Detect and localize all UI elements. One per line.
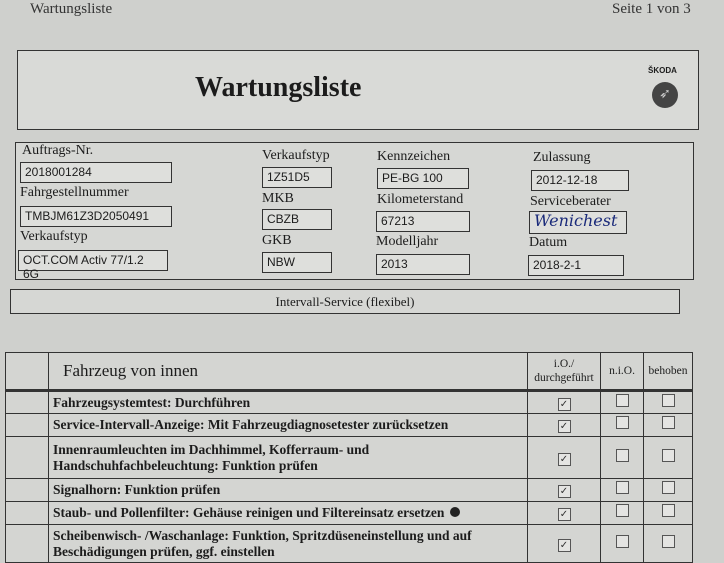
checkbox-io[interactable]: ✓ xyxy=(557,485,571,498)
checkbox-behoben[interactable] xyxy=(661,416,675,429)
fahrgestell-field: TMBJM61Z3D2050491 xyxy=(20,206,172,227)
checkbox-behoben[interactable] xyxy=(661,504,675,517)
table-row: Staub- und Pollenfilter: Gehäuse reinige… xyxy=(5,501,693,525)
zulassung-field: 2012-12-18 xyxy=(531,170,629,191)
row-text: Staub- und Pollenfilter: Gehäuse reinige… xyxy=(53,505,445,520)
checkbox-behoben[interactable] xyxy=(661,481,675,494)
table-row: Signalhorn: Funktion prüfen ✓ xyxy=(5,478,693,502)
checkbox-io[interactable]: ✓ xyxy=(557,538,571,552)
table-row: Fahrzeugsystemtest: Durchführen ✓ xyxy=(5,390,693,414)
checkbox-nio[interactable] xyxy=(615,416,629,429)
row-text: Signalhorn: Funktion prüfen xyxy=(53,482,221,497)
page-title: Wartungsliste xyxy=(195,72,362,103)
row-text: Fahrzeugsystemtest: Durchführen xyxy=(53,394,251,410)
row-text: Innenraumleuchten im Dachhimmel, Kofferr… xyxy=(53,441,370,473)
auftrag-label: Auftrags-Nr. xyxy=(22,143,94,158)
berater-signature: Wenichest xyxy=(529,211,627,234)
checkbox-behoben[interactable] xyxy=(661,393,675,407)
datum-label: Datum xyxy=(529,235,568,250)
checklist-table: Fahrzeug von innen i.O./ durchgeführt n.… xyxy=(5,352,693,563)
modelljahr-label: Modelljahr xyxy=(376,234,439,249)
col-behoben: behoben xyxy=(643,352,693,391)
section-title: Fahrzeug von innen xyxy=(48,352,528,391)
title-box xyxy=(17,50,699,130)
checkbox-behoben[interactable] xyxy=(661,534,675,548)
checkbox-nio[interactable] xyxy=(615,393,629,407)
checkbox-io[interactable]: ✓ xyxy=(557,508,571,521)
row-text: Service-Intervall-Anzeige: Mit Fahrzeugd… xyxy=(53,417,449,432)
checkbox-io[interactable]: ✓ xyxy=(557,420,571,433)
verkaufstyp2-field: 1Z51D5 xyxy=(262,167,332,188)
km-field: 67213 xyxy=(376,211,470,232)
checkbox-nio[interactable] xyxy=(615,504,629,517)
row-text: Scheibenwisch- /Waschanlage: Funktion, S… xyxy=(53,527,472,559)
table-row: Service-Intervall-Anzeige: Mit Fahrzeugd… xyxy=(5,413,693,437)
zulassung-label: Zulassung xyxy=(533,150,591,165)
table-row: Innenraumleuchten im Dachhimmel, Kofferr… xyxy=(5,436,693,479)
checkbox-nio[interactable] xyxy=(615,481,629,494)
page-number: Seite 1 von 3 xyxy=(612,1,691,17)
fahrgestell-label: Fahrgestellnummer xyxy=(20,185,129,200)
modelljahr-field: 2013 xyxy=(376,254,470,275)
auftrag-field: 2018001284 xyxy=(20,162,172,183)
header-doc-name: Wartungsliste xyxy=(30,1,113,17)
checkbox-nio[interactable] xyxy=(615,448,629,462)
col-nio: n.i.O. xyxy=(600,352,644,391)
verkaufstyp-label: Verkaufstyp xyxy=(20,229,88,244)
checkbox-io[interactable]: ✓ xyxy=(557,397,571,411)
mkb-label: MKB xyxy=(262,191,294,206)
kennzeichen-label: Kennzeichen xyxy=(377,149,451,164)
gkb-label: GKB xyxy=(262,233,292,248)
checkbox-behoben[interactable] xyxy=(661,448,675,462)
verkaufstyp2-label: Verkaufstyp xyxy=(262,148,330,163)
kennzeichen-field: PE-BG 100 xyxy=(377,168,469,189)
datum-field: 2018-2-1 xyxy=(528,255,624,276)
checkbox-io[interactable]: ✓ xyxy=(557,452,571,466)
mkb-field: CBZB xyxy=(262,209,332,230)
interval-banner: Intervall-Service (flexibel) xyxy=(10,289,680,314)
checkbox-nio[interactable] xyxy=(615,534,629,548)
marker-dot-icon xyxy=(450,507,461,517)
skoda-logo-icon: ➶ xyxy=(652,82,678,108)
km-label: Kilometerstand xyxy=(377,192,464,207)
table-row: Scheibenwisch- /Waschanlage: Funktion, S… xyxy=(5,524,693,563)
berater-label: Serviceberater xyxy=(530,194,611,209)
col-io: i.O./ durchgeführt xyxy=(527,352,601,391)
gkb-field: NBW xyxy=(262,252,332,273)
verkaufstyp-field: OCT.COM Activ 77/1.2 6G xyxy=(18,250,168,281)
brand-name: ŠKODA xyxy=(648,66,677,75)
